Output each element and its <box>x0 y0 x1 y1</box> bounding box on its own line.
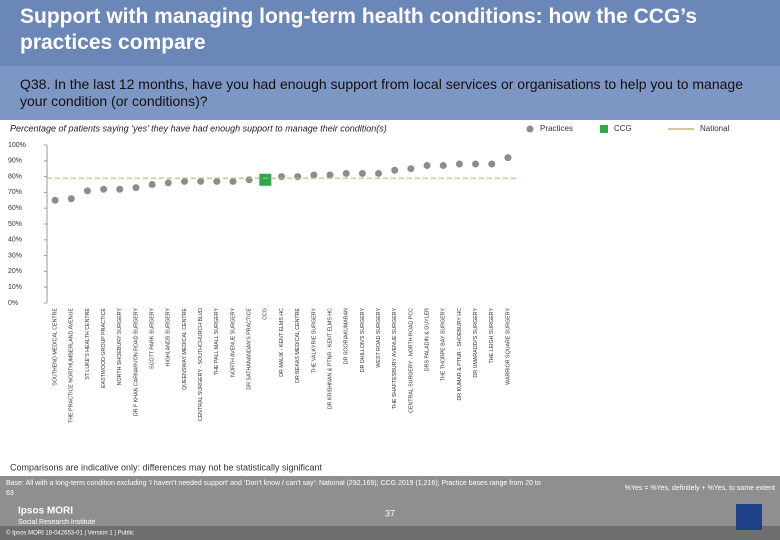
logo <box>736 504 762 530</box>
x-tick-label: DR F KHAN CARNARVON ROAD SURGERY <box>133 308 139 417</box>
point <box>375 169 383 177</box>
x-tick-label: THE PALL MALL SURGERY <box>214 308 220 376</box>
point <box>229 177 237 185</box>
x-tick-label: WARRIOR SQUARE SURGERY <box>505 308 511 385</box>
base: Base: All with a long-term condition exc… <box>6 480 541 497</box>
x-tick-label: DR DHILLON'S SURGERY <box>360 308 366 373</box>
point <box>213 177 221 185</box>
point <box>245 176 253 184</box>
copyright: © Ipsos MORI 18-042653-01 | Version 1 | … <box>6 530 134 537</box>
note: Comparisons are indicative only: differe… <box>10 462 322 472</box>
point <box>100 185 108 193</box>
point <box>504 154 512 162</box>
x-tick-label: HIGHLANDS SURGERY <box>166 308 172 367</box>
x-tick-label: CENTRAL SURGERY - NORTH ROAD PCC <box>408 308 414 413</box>
y-tick-label: 90% <box>8 158 22 165</box>
y-tick-label: 70% <box>8 189 22 196</box>
x-tick-label: CCG <box>263 308 269 320</box>
question: Q38. In the last 12 months, have you had… <box>20 76 743 109</box>
x-tick-label: DR BEKAS MEDICAL CENTRE <box>295 308 301 383</box>
title: Support with managing long-term health c… <box>20 5 698 54</box>
brand: Ipsos MORI <box>18 506 73 517</box>
point <box>197 177 205 185</box>
x-tick-label: DR MALIK - KENT ELMS HC <box>279 308 285 377</box>
question-box: Q38. In the last 12 months, have you had… <box>20 76 743 109</box>
footer-strip <box>0 526 780 540</box>
y-tick-label: 10% <box>8 284 22 291</box>
legend-label: National <box>700 124 730 133</box>
title-box: Support with managing long-term health c… <box>20 5 698 54</box>
point <box>51 196 59 204</box>
y-tick-label: 20% <box>8 268 22 275</box>
x-tick-label: CENTRAL SURGERY - SOUTHCHURCH BLVD <box>198 308 204 421</box>
x-tick-label: DR KRISHNAN & PTNR - KENT ELMS HC <box>327 308 333 409</box>
y-tick-label: 80% <box>8 173 22 180</box>
x-tick-label: WEST ROAD SURGERY <box>376 308 382 368</box>
y-tick-label: 100% <box>8 142 26 149</box>
point <box>294 173 302 181</box>
point <box>67 195 75 203</box>
point <box>342 169 350 177</box>
x-tick-label: ST LUKE'S HEALTH CENTRE <box>85 308 91 380</box>
title-band <box>0 0 780 66</box>
point <box>180 177 188 185</box>
y-tick-label: 30% <box>8 252 22 259</box>
y-tick-label: 40% <box>8 237 22 244</box>
point <box>278 173 285 181</box>
point <box>326 171 334 179</box>
y-tick-label: 50% <box>8 221 22 228</box>
x-tick-label: DRS PALADIN & GUYLER <box>424 308 430 371</box>
point <box>310 171 318 179</box>
point <box>116 185 124 193</box>
x-tick-label: DR SOORIAKUMARAN <box>344 308 350 364</box>
base-box: Base: All with a long-term condition exc… <box>6 480 541 497</box>
point <box>132 184 140 192</box>
x-tick-label: THE VALKYRIE SURGERY <box>311 308 317 374</box>
subtitle: Percentage of patients saying ‘yes’ they… <box>10 123 387 133</box>
definition: %Yes = %Yes, definitely + %Yes, to some … <box>625 485 775 492</box>
legend-swatch <box>600 125 608 133</box>
point <box>423 162 431 170</box>
y-tick-label: 0% <box>8 300 18 307</box>
point <box>407 165 415 173</box>
x-tick-label: THE LEIGH SURGERY <box>489 308 495 364</box>
legend-label: Practices <box>540 124 573 133</box>
x-tick-label: NORTH AVENUE SURGERY <box>230 308 236 377</box>
institute: Social Research Institute <box>18 519 96 526</box>
x-tick-label: DR SATHANANDAN'S PRACTICE <box>247 308 253 390</box>
page-number: 37 <box>385 508 395 518</box>
question-band <box>0 66 780 120</box>
point <box>455 160 463 168</box>
x-tick-label: THE THORPE BAY SURGERY <box>441 308 447 382</box>
y-tick-label: 60% <box>8 205 22 212</box>
point <box>439 162 447 170</box>
x-tick-label: DR KUMAR & PTNR - SHOEBURY HC <box>457 308 463 401</box>
point <box>148 181 156 188</box>
legend-swatch <box>526 125 534 133</box>
x-tick-label: EASTWOOD GROUP PRACTICE <box>101 308 107 388</box>
x-tick-label: SCOTT PARK SURGERY <box>150 308 156 369</box>
x-tick-label: SOUTHEND MEDICAL CENTRE <box>52 308 58 386</box>
x-tick-label: DR UMARADDI'S SURGERY <box>473 308 479 378</box>
x-tick-label: THE SHAFTESBURY AVENUE SURGERY <box>392 308 398 410</box>
x-tick-label: THE PRACTICE NORTHUMBERLAND AVENUE <box>69 308 75 423</box>
x-tick-label: NORTH SHOEBURY SURGERY <box>117 308 123 386</box>
point <box>358 169 366 177</box>
point <box>391 166 399 174</box>
point <box>259 173 272 186</box>
legend-label: CCG <box>614 124 632 133</box>
point <box>83 187 91 195</box>
point <box>472 160 480 168</box>
point <box>488 160 496 168</box>
x-tick-label: QUEENSWAY MEDICAL CENTRE <box>182 308 188 390</box>
point <box>164 179 172 187</box>
